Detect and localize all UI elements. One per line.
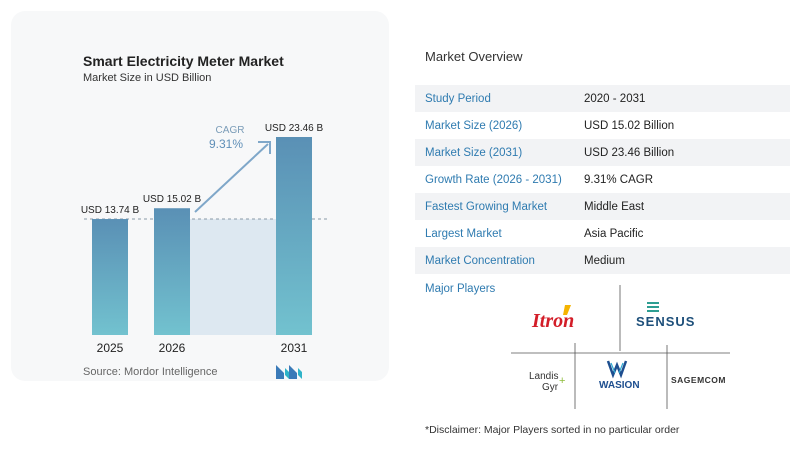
overview-row: Market Size (2026) USD 15.02 Billion	[415, 112, 790, 139]
landis-gyr-logo: Landis Gyr +	[529, 371, 565, 393]
data-label-2026: USD 15.02 B	[143, 194, 202, 205]
landis-logo-text: Landis	[529, 371, 558, 382]
overview-value: USD 23.46 Billion	[584, 146, 675, 159]
landis-plus-icon: +	[559, 375, 565, 387]
overview-row: Market Concentration Medium	[415, 247, 790, 274]
overview-label: Market Concentration	[425, 254, 535, 267]
source-note: Source: Mordor Intelligence	[83, 366, 218, 378]
cagr-arrow-line	[194, 143, 269, 213]
bar-chart: USD 13.74 B 2025 USD 15.02 B 2026 USD 23.46 …	[81, 123, 330, 355]
bar-2031	[276, 137, 312, 335]
overview-value: Asia Pacific	[584, 227, 644, 240]
bar-2026	[154, 208, 190, 335]
overview-value: Middle East	[584, 200, 645, 213]
sensus-logo-text: SENSUS	[636, 314, 695, 329]
overview-title: Market Overview	[425, 49, 523, 64]
wasion-logo-text: WASION	[599, 380, 640, 391]
overview-value: Medium	[584, 254, 625, 267]
cagr-arrow-head-icon	[258, 141, 271, 154]
wasion-logo: WASION	[597, 357, 647, 409]
x-tick-2031: 2031	[281, 341, 308, 355]
sagemcom-logo-text: SAGEMCOM	[671, 375, 726, 385]
cagr-value: 9.31%	[209, 137, 243, 151]
itron-logo-text: Itron	[531, 310, 574, 332]
cagr-label: CAGR	[216, 125, 245, 136]
data-label-2025: USD 13.74 B	[81, 205, 140, 216]
overview-value: 2020 - 2031	[584, 92, 646, 105]
chart-subtitle: Market Size in USD Billion	[83, 72, 212, 84]
data-label-2031: USD 23.46 B	[265, 123, 324, 134]
overview-label: Fastest Growing Market	[425, 200, 548, 213]
mordor-logo-icon	[276, 363, 302, 379]
overview-label: Growth Rate (2026 - 2031)	[425, 173, 562, 186]
growth-shade	[190, 219, 276, 335]
overview-label: Market Size (2031)	[425, 146, 523, 159]
overview-table: Study Period 2020 - 2031 Market Size (20…	[415, 85, 790, 274]
overview-row: Market Size (2031) USD 23.46 Billion	[415, 139, 790, 166]
overview-label: Study Period	[425, 92, 491, 105]
major-players-grid: Itron SENSUS Landis Gyr + WASION SAGEMCO…	[511, 285, 730, 409]
itron-logo: Itron	[531, 305, 574, 332]
overview-label: Largest Market	[425, 227, 502, 240]
overview-row: Growth Rate (2026 - 2031) 9.31% CAGR	[415, 166, 790, 193]
x-tick-2026: 2026	[159, 341, 186, 355]
players-title: Major Players	[425, 283, 496, 295]
chart-title: Smart Electricity Meter Market	[83, 53, 284, 69]
overview-value: USD 15.02 Billion	[584, 119, 675, 132]
disclaimer: *Disclaimer: Major Players sorted in no …	[425, 424, 680, 436]
x-tick-2025: 2025	[97, 341, 124, 355]
overview-row: Study Period 2020 - 2031	[415, 85, 790, 112]
itron-bolt-icon	[563, 305, 571, 315]
overview-row: Fastest Growing Market Middle East	[415, 193, 790, 220]
gyr-logo-text: Gyr	[542, 382, 559, 393]
bar-2025	[92, 219, 128, 335]
overview-row: Largest Market Asia Pacific	[415, 220, 790, 247]
sensus-logo: SENSUS	[636, 302, 695, 329]
overview-value: 9.31% CAGR	[584, 173, 654, 186]
overview-label: Market Size (2026)	[425, 119, 523, 132]
